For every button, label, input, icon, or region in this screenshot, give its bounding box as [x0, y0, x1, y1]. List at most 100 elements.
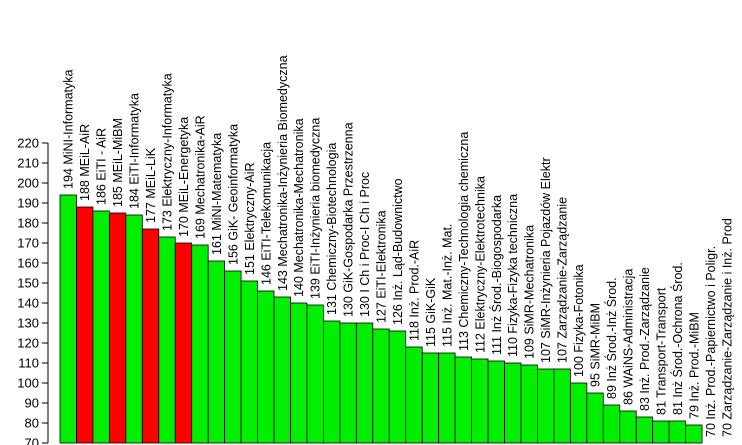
bar-label: 89 Inż Środ.-Inż Środ.: [604, 277, 619, 399]
y-tick-label: 220: [17, 136, 39, 151]
bar-label: 113 Chemiczny-Technologia chemiczna: [457, 132, 471, 351]
bar: [438, 352, 456, 444]
bar-label: 70 Zarządzanie-Zarządzanie i Inż. Prod: [720, 218, 734, 437]
bar: [125, 214, 143, 444]
y-tick-label: 70: [25, 436, 39, 445]
bar-label: 143 Mechatronika-Inżynieria Biomedyczna: [276, 55, 290, 291]
bar-label: 185 MEiL-MiBM: [111, 118, 125, 207]
bar-label: 131 Chemiczny-Biotechnologia: [325, 143, 339, 315]
bar: [240, 280, 258, 444]
bar-label: 112 Elektryczny-Elektrotechnika: [473, 176, 487, 353]
bar-label: 95 SiMR-MiBM: [589, 303, 603, 387]
bar: [635, 416, 654, 444]
bar: [191, 244, 209, 444]
bar: [487, 360, 505, 444]
bar: [141, 228, 160, 444]
bars: [59, 194, 703, 444]
bar: [602, 404, 621, 444]
y-tick-label: 90: [25, 396, 39, 411]
y-tick-label: 160: [17, 256, 39, 271]
bar-label: 107 SiMR-Inżynieria Pojazdów Elektr: [539, 157, 553, 363]
bar-label: 139 EiTI-Inżynieria biomedyczna: [309, 118, 323, 299]
bar-label: 70 Inż. Prod.-Papiernictwo i Poligr.: [704, 246, 718, 437]
bar-label: 151 Elektryczny-AiR: [243, 162, 257, 275]
y-tick-label: 200: [17, 176, 39, 191]
bar-labels: 194 MiNI-Informatyka 188 MEiL-AiR 186 EiTI…: [62, 55, 735, 437]
bar: [323, 320, 341, 444]
bar: [92, 210, 110, 444]
bar: [421, 352, 440, 444]
bar-label: 161 MiNI-Matematyka: [210, 133, 224, 255]
bar-label: 126 Inż. Ląd-Budownictwo: [391, 178, 405, 325]
y-axis: 70 80 90 100 110 120 130 140 150 160 170 180 190 200 2…: [17, 136, 49, 445]
bar-label: 127 EiTI-Elektronika: [375, 210, 389, 323]
bar-label: 118 Inż. Prod.-AiR: [407, 240, 421, 341]
bar-label: 79 Inż. Prod.-MiBM: [687, 312, 701, 419]
bar: [273, 296, 291, 444]
bar-label: 186 EiTI - AiR: [95, 128, 109, 205]
y-tick-label: 180: [17, 216, 39, 231]
bar-label: 115 Inż. Mat.-Inż. Mat.: [440, 224, 454, 347]
bar: [553, 368, 571, 444]
bar-label: 170 MEiL-Energetyka: [177, 117, 191, 237]
bar-label: 140 Mechatronika-Mechatronika: [292, 118, 306, 297]
bar: [619, 410, 637, 444]
bar: [504, 362, 522, 444]
bar-label: 86 WAiNS-Administracja: [621, 269, 635, 405]
bar: [306, 304, 324, 444]
bar: [355, 322, 374, 444]
bar: [59, 194, 77, 444]
y-tick-label: 110: [18, 356, 39, 371]
bar: [454, 356, 472, 444]
bar: [76, 206, 94, 444]
bar-label: 130 I Ch i Proc-I Ch i Proc: [358, 172, 372, 317]
bar: [652, 420, 670, 444]
bar: [586, 392, 604, 444]
y-tick-label: 120: [17, 336, 39, 351]
bar-label: 177 MEiL-LiK: [144, 147, 158, 223]
bar: [207, 260, 226, 444]
bar-label: 156 GiK- Geoinformatyka: [226, 124, 240, 265]
bar-label: 81 Inż Środ.-Ochrona Środ.: [670, 262, 685, 415]
y-tick-label: 170: [17, 236, 39, 251]
bar-label: 146 EiTI-Telekomunikacja: [259, 142, 273, 285]
bar-label: 100 Fizyka-Fotonika: [572, 264, 586, 377]
bar: [372, 328, 390, 444]
y-tick-label: 130: [17, 316, 39, 331]
bar-label: 110 Fizyka-Fizyka techniczna: [506, 194, 520, 357]
bar-label: 188 MEiL-AiR: [78, 124, 92, 201]
bar: [405, 346, 423, 444]
bar: [158, 236, 176, 444]
bar: [174, 242, 193, 444]
bar-label: 130 GiK-Gospodarka Przestrzenna: [342, 122, 356, 317]
y-tick-label: 80: [25, 416, 39, 431]
bar-label: 184 EiTI-Informatyka: [128, 93, 142, 209]
bar-label: 107 Zarządzanie-Zarządzanie: [556, 197, 570, 363]
bar-label: 83 Inż. Prod.-Zarządzanie: [638, 267, 652, 411]
bar: [569, 382, 588, 444]
bar: [388, 330, 407, 444]
y-tick-label: 210: [17, 156, 39, 171]
bar: [224, 270, 242, 444]
y-tick-label: 100: [17, 376, 39, 391]
bar: [471, 358, 489, 444]
bar-label: 111 Inż Środ.-Biogospodarka: [489, 195, 504, 355]
bar-label: 169 Mechatronika-AiR: [193, 115, 207, 239]
bar: [537, 368, 555, 444]
bar-label: 81 Transport-Transport: [654, 287, 668, 415]
bar-label: 173 Elektryczny-Informatyka: [161, 73, 175, 231]
bar: [520, 364, 538, 444]
bar: [257, 290, 275, 444]
y-tick-label: 190: [17, 196, 39, 211]
bar: [290, 302, 308, 444]
bar: [339, 322, 357, 444]
bar-label: 109 SiMR-Mechatronika: [523, 225, 537, 359]
y-tick-label: 150: [17, 276, 39, 291]
bar-label: 115 GiK-GiK: [424, 277, 438, 347]
y-tick-label: 140: [17, 296, 39, 311]
bar: [668, 420, 687, 444]
bar-label: 194 MiNI-Informatyka: [62, 69, 76, 189]
bar: [108, 212, 127, 444]
bar: [685, 424, 703, 444]
